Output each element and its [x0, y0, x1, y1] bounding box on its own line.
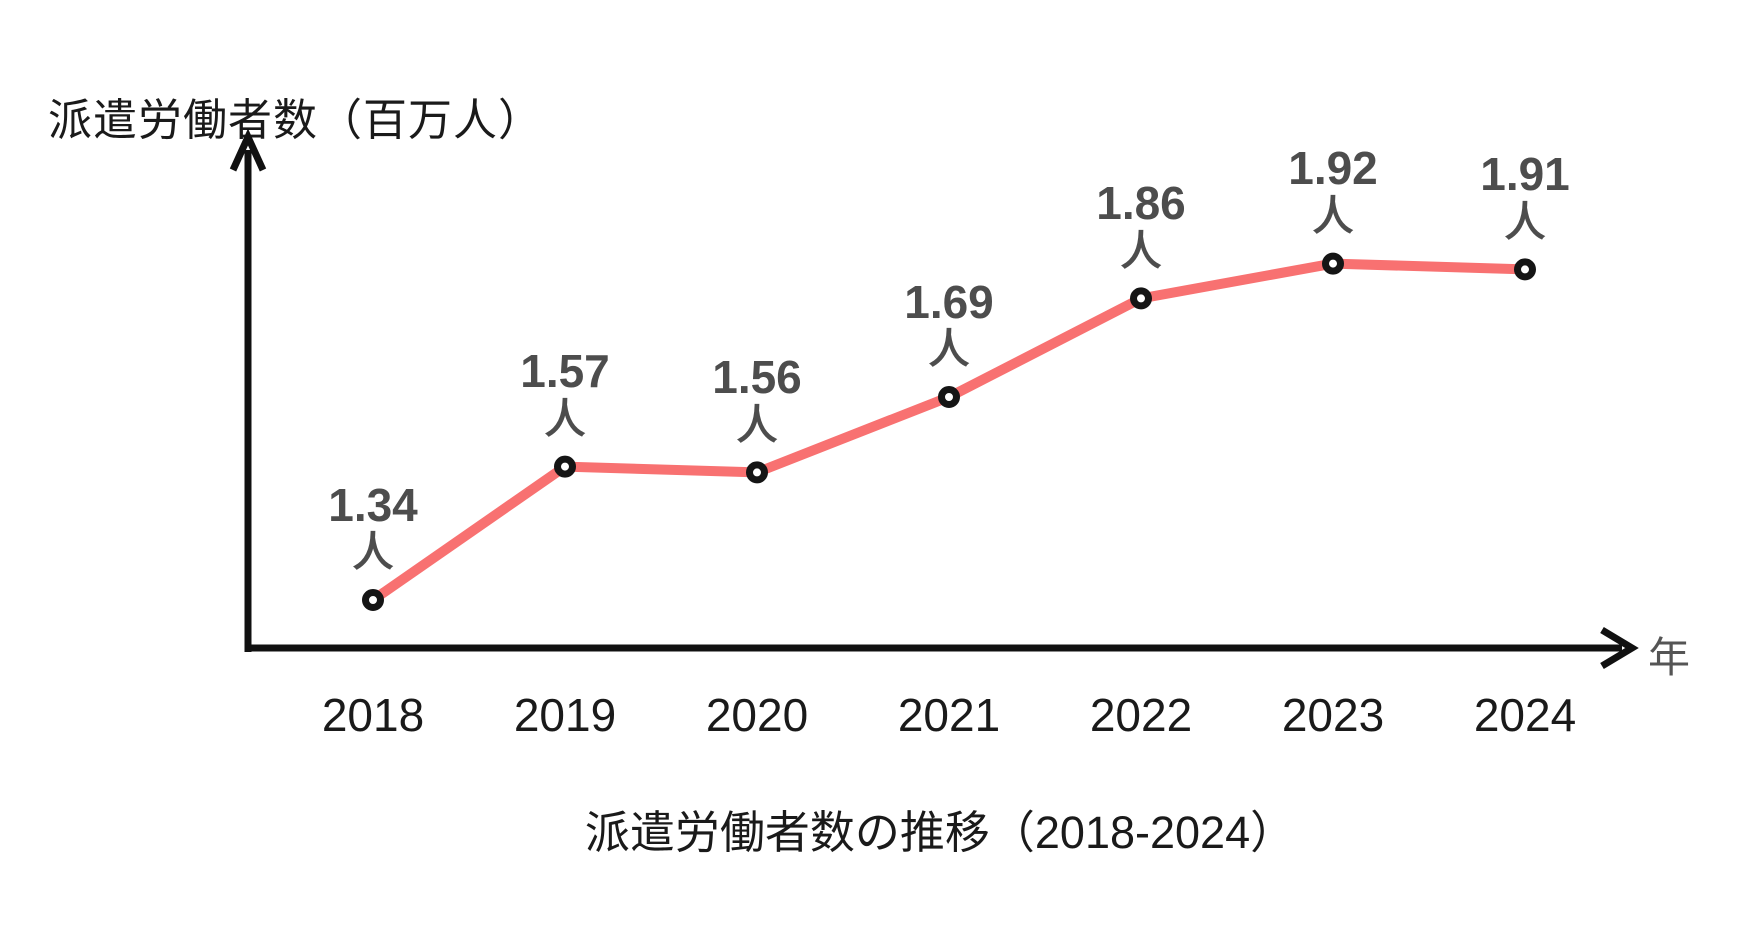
x-tick-2022: 2022 — [1089, 689, 1193, 741]
data-label-value: 1.86 — [1096, 176, 1186, 229]
data-point-2019 — [554, 455, 576, 478]
data-point-2023 — [1322, 252, 1344, 275]
x-tick-2019: 2019 — [513, 689, 617, 741]
x-tick-2020: 2020 — [705, 689, 809, 741]
data-label-2018: 1.34 人 — [328, 478, 418, 576]
data-label-unit: 人 — [1312, 192, 1354, 239]
data-label-unit: 人 — [544, 395, 586, 442]
data-label-value: 1.57 — [520, 345, 610, 398]
data-label-2023: 1.92 人 — [1288, 142, 1378, 239]
data-label-value: 1.56 — [712, 350, 802, 403]
data-point-2021 — [938, 386, 960, 408]
y-axis-arrowhead-icon — [229, 128, 267, 172]
data-point-2024 — [1514, 258, 1536, 281]
data-label-2020: 1.56 人 — [712, 350, 802, 448]
data-label-2022: 1.86 人 — [1096, 176, 1186, 274]
series-markers — [362, 252, 1536, 611]
y-axis-title: 派遣労働者数（百万人） — [48, 96, 543, 145]
x-tick-2023: 2023 — [1281, 689, 1385, 741]
x-axis-arrowhead-icon — [1600, 626, 1639, 670]
data-label-unit: 人 — [352, 529, 394, 576]
chart-title: 派遣労働者数の推移（2018-2024） — [584, 807, 1296, 858]
data-point-2018 — [362, 589, 384, 611]
x-tick-2024: 2024 — [1473, 689, 1577, 741]
data-label-value: 1.69 — [904, 275, 994, 328]
x-tick-2021: 2021 — [897, 689, 1001, 741]
data-label-value: 1.34 — [328, 478, 418, 531]
data-label-2024: 1.91 人 — [1480, 147, 1570, 245]
x-tick-2018: 2018 — [321, 689, 425, 741]
data-point-2020 — [746, 461, 768, 484]
data-label-unit: 人 — [928, 326, 970, 373]
data-label-unit: 人 — [1504, 198, 1546, 245]
data-label-2019: 1.57 人 — [520, 345, 610, 442]
data-point-2022 — [1130, 287, 1152, 310]
x-axis-title: 年 — [1648, 634, 1691, 681]
data-label-value: 1.92 — [1288, 142, 1378, 195]
data-label-unit: 人 — [736, 401, 778, 448]
data-label-value: 1.91 — [1480, 147, 1570, 200]
data-label-unit: 人 — [1120, 227, 1162, 274]
data-label-2021: 1.69 人 — [904, 275, 994, 373]
